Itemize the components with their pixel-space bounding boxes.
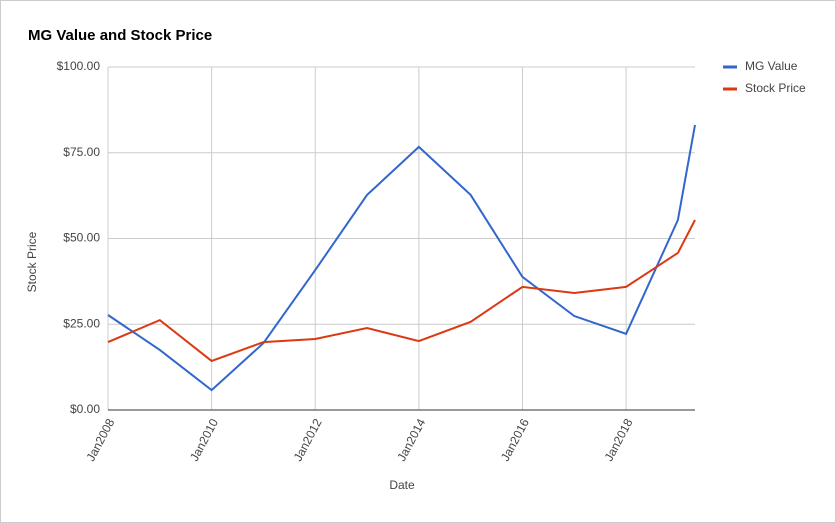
line	[107, 124, 696, 392]
y-tick-label: $0.00	[70, 402, 100, 416]
y-tick-label: $50.00	[63, 231, 100, 245]
line	[107, 219, 696, 363]
y-tick-label: $25.00	[63, 316, 100, 330]
legend-label: MG Value	[745, 59, 798, 73]
legend-label: Stock Price	[745, 81, 806, 95]
y-tick-label: $100.00	[57, 59, 101, 73]
y-tick-label: $75.00	[63, 145, 100, 159]
x-axis-label: Date	[389, 478, 415, 492]
y-axis-label: Stock Price	[25, 231, 39, 292]
chart-title: MG Value and Stock Price	[28, 27, 212, 44]
